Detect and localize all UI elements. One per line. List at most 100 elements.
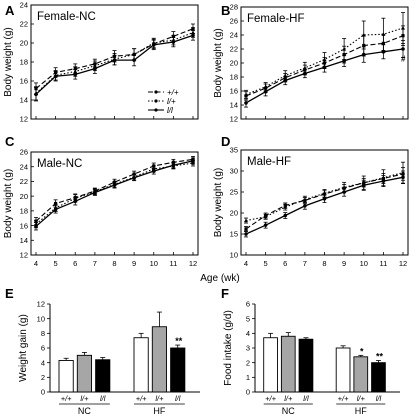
x-tick-label: 4 <box>244 259 248 268</box>
data-point <box>151 169 156 173</box>
data-point <box>112 183 117 187</box>
data-point <box>93 66 97 71</box>
category-label: l/+ <box>284 394 293 403</box>
y-tick-label: 15 <box>230 230 238 239</box>
y-tick-label: 22 <box>20 177 28 186</box>
data-point <box>303 71 307 76</box>
y-axis-label: Body weight (g) <box>213 168 224 237</box>
y-tick-label: 30 <box>230 167 238 176</box>
data-point <box>132 175 136 180</box>
data-point <box>342 47 347 51</box>
data-point <box>322 191 327 195</box>
series-line-0 <box>35 158 194 222</box>
y-tick-label: 4 <box>246 329 250 338</box>
data-point <box>381 179 386 183</box>
data-point <box>73 72 78 77</box>
x-tick-label: 10 <box>150 259 158 268</box>
data-point <box>34 92 38 97</box>
y-tick-label: 12 <box>20 115 28 124</box>
data-point <box>322 196 327 201</box>
data-point <box>151 43 156 47</box>
panel-letter: D <box>221 134 230 149</box>
y-tick-label: 22 <box>20 20 28 29</box>
y-tick-label: 2 <box>41 373 45 382</box>
y-tick-label: 10 <box>230 251 238 260</box>
y-tick-label: 8 <box>41 329 45 338</box>
series-line-2 <box>245 176 404 235</box>
bar <box>170 347 186 393</box>
bar <box>76 354 93 393</box>
data-point <box>34 224 38 229</box>
y-tick-label: 6 <box>246 300 250 309</box>
bar <box>371 362 386 393</box>
panel-title: Male-HF <box>247 156 291 168</box>
data-point <box>303 204 307 208</box>
y-tick-label: 22 <box>230 45 238 54</box>
y-tick-label: 24 <box>20 1 28 10</box>
category-label: l/l <box>376 394 382 403</box>
panel-d: D Male-HF 10 15 20 25 30 35 Body weight (g) 4 5 6 7 8… <box>200 134 409 284</box>
data-point <box>93 190 97 195</box>
bar <box>280 335 296 393</box>
data-point <box>263 89 268 94</box>
data-point <box>171 163 176 168</box>
panel-title: Female-HF <box>247 13 305 25</box>
data-point <box>401 175 405 180</box>
data-point <box>263 214 268 219</box>
bar <box>263 337 278 393</box>
category-label: l/+ <box>357 394 366 403</box>
category-label: l/+ <box>80 394 89 403</box>
y-tick-label: 18 <box>230 73 238 82</box>
bar <box>335 347 351 393</box>
y-tick-label: 24 <box>20 162 28 171</box>
y-axis-label: Weight gain (g) <box>18 314 29 382</box>
bar <box>133 337 149 393</box>
data-point <box>322 57 327 62</box>
group-label: HF <box>355 406 367 416</box>
legend-label: +/+ <box>167 88 179 97</box>
significance-mark: * <box>360 346 364 356</box>
x-tick-label: 12 <box>189 259 197 268</box>
x-tick-label: 4 <box>34 259 38 268</box>
panel-e: E 0 2 4 6 8 10 12 Weight gain (g) +/+ l/+ l/l +/+ l/+… <box>5 286 200 416</box>
series-line-1 <box>245 172 404 222</box>
y-tick-label: 12 <box>230 115 238 124</box>
y-tick-label: 10 <box>37 314 45 323</box>
data-point <box>302 197 307 202</box>
panel-c: C Male-NC 12 14 16 18 20 22 24 26 Body weight (g) 4… <box>3 134 199 268</box>
y-tick-label: 12 <box>37 300 45 309</box>
x-axis-label: Age (wk) <box>200 273 239 284</box>
group-label: NC <box>78 406 91 416</box>
y-tick-label: 14 <box>20 236 28 245</box>
data-point <box>283 205 288 209</box>
x-tick-label: 8 <box>322 259 326 268</box>
bar <box>95 359 111 393</box>
x-tick-label: 9 <box>132 259 136 268</box>
panel-letter: C <box>5 134 15 149</box>
data-point <box>112 58 117 62</box>
series-line-1 <box>245 27 404 96</box>
x-tick-label: 8 <box>112 259 116 268</box>
legend-marker <box>154 99 158 103</box>
x-tick-label: 12 <box>399 259 407 268</box>
category-label: +/+ <box>338 394 349 403</box>
category-label: l/l <box>175 394 181 403</box>
panel-f: F 0 1 2 3 4 5 6 Food intake (g/d) +/+ l/+ l/l +/+ * l/… <box>221 286 400 416</box>
data-point <box>53 74 58 79</box>
y-axis-label: Body weight (g) <box>3 169 14 238</box>
x-tick-label: 7 <box>93 259 97 268</box>
data-point <box>244 232 248 236</box>
y-tick-label: 26 <box>20 148 28 157</box>
x-tick-label: 6 <box>283 259 287 268</box>
data-point <box>244 101 248 105</box>
x-tick-label: 10 <box>360 259 368 268</box>
category-label: +/+ <box>61 394 72 403</box>
data-point <box>244 92 248 97</box>
x-tick-label: 11 <box>379 259 387 268</box>
y-tick-label: 0 <box>41 388 45 397</box>
y-tick-label: 16 <box>20 221 28 230</box>
data-point <box>401 26 405 30</box>
y-tick-label: 16 <box>230 87 238 96</box>
panel-letter: F <box>221 286 229 301</box>
